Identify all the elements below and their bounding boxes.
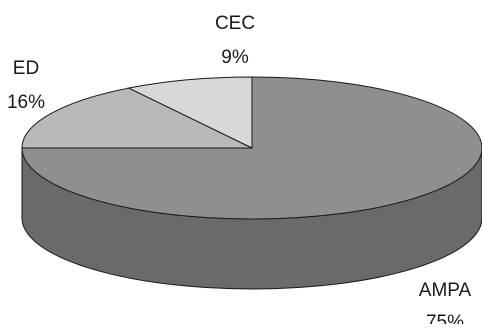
- slice-label-value-ed: 16%: [7, 92, 45, 113]
- pie-slice-ampa: [21, 76, 482, 220]
- slice-label-value-ampa: 75%: [426, 312, 464, 324]
- slice-label-name-cec: CEC: [215, 13, 255, 34]
- slice-label-name-ampa: AMPA: [419, 280, 472, 301]
- slice-label-name-ed: ED: [13, 58, 39, 79]
- slice-label-value-cec: 9%: [221, 47, 249, 68]
- pie-slice-ed: [21, 87, 253, 149]
- pie-tops: [21, 76, 482, 220]
- pie-slice-cec: [127, 76, 253, 149]
